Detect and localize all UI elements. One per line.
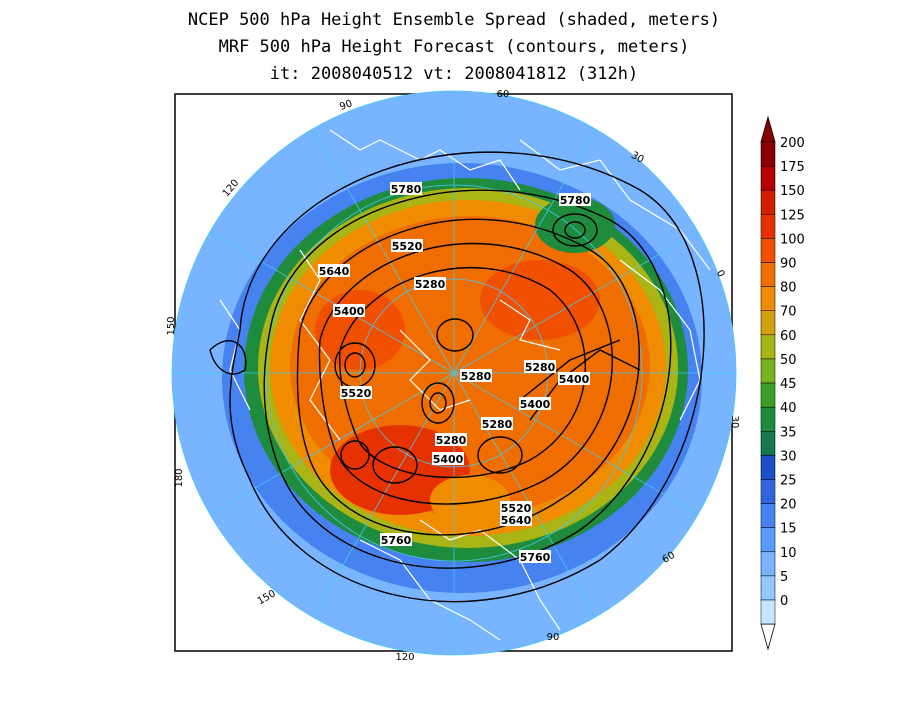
longitude-label: 30 bbox=[729, 416, 740, 429]
colorbar-label: 25 bbox=[780, 473, 797, 488]
svg-text:5760: 5760 bbox=[520, 551, 551, 564]
colorbar-label: 200 bbox=[780, 136, 805, 151]
colorbar-label: 20 bbox=[780, 498, 797, 513]
svg-text:5280: 5280 bbox=[436, 434, 467, 447]
colorbar-label: 40 bbox=[780, 401, 797, 416]
contour-label: 5400 bbox=[558, 372, 590, 386]
contour-label: 5280 bbox=[481, 417, 513, 431]
svg-text:5520: 5520 bbox=[501, 502, 532, 515]
colorbar-label: 70 bbox=[780, 305, 797, 320]
colorbar-label: 100 bbox=[780, 232, 805, 247]
colorbar-swatch bbox=[760, 165, 776, 191]
contour-label: 5640 bbox=[500, 513, 532, 527]
colorbar-swatch bbox=[760, 599, 776, 625]
colorbar-swatch bbox=[760, 406, 776, 432]
contour-label: 5400 bbox=[519, 397, 551, 411]
contour-label: 5280 bbox=[524, 360, 556, 374]
colorbar-swatch bbox=[760, 455, 776, 480]
colorbar-under-arrow bbox=[760, 623, 776, 651]
colorbar-swatch bbox=[760, 189, 776, 215]
svg-text:5520: 5520 bbox=[341, 387, 372, 400]
contour-label: 5520 bbox=[340, 386, 372, 400]
contour-label: 5400 bbox=[333, 304, 365, 318]
contour-label: 5400 bbox=[432, 452, 464, 466]
contour-label: 5280 bbox=[460, 369, 492, 383]
svg-text:5400: 5400 bbox=[520, 398, 551, 411]
svg-text:5400: 5400 bbox=[559, 373, 590, 386]
colorbar-swatch bbox=[760, 551, 776, 577]
svg-text:5280: 5280 bbox=[461, 370, 492, 383]
colorbar-swatch bbox=[760, 479, 776, 504]
longitude-label: 0 bbox=[714, 268, 727, 279]
colorbar-label: 10 bbox=[780, 546, 797, 561]
contour-label: 5780 bbox=[559, 193, 591, 207]
svg-text:5280: 5280 bbox=[525, 361, 556, 374]
colorbar-label: 125 bbox=[780, 208, 805, 223]
colorbar-swatch bbox=[760, 286, 776, 311]
contour-label: 5280 bbox=[435, 433, 467, 447]
colorbar-swatch bbox=[760, 310, 776, 336]
colorbar-swatch bbox=[760, 382, 776, 408]
svg-text:5780: 5780 bbox=[391, 183, 422, 196]
colorbar-swatch bbox=[760, 141, 776, 167]
longitude-label: 150 bbox=[166, 316, 177, 335]
longitude-label: 180 bbox=[174, 468, 185, 487]
contour-label: 5520 bbox=[500, 501, 532, 515]
svg-text:5640: 5640 bbox=[501, 514, 532, 527]
contour-label: 5520 bbox=[391, 239, 423, 253]
svg-text:5640: 5640 bbox=[319, 265, 350, 278]
title-line-1: NCEP 500 hPa Height Ensemble Spread (sha… bbox=[187, 10, 721, 30]
colorbar-swatch bbox=[760, 214, 776, 239]
colorbar-label: 150 bbox=[780, 184, 805, 199]
colorbar-swatch bbox=[760, 431, 776, 456]
height-contours bbox=[209, 151, 705, 603]
svg-text:5780: 5780 bbox=[560, 194, 591, 207]
svg-text:5280: 5280 bbox=[415, 278, 446, 291]
contour-labels: 5780578055205640528054005280540055205280… bbox=[318, 182, 591, 564]
svg-text:5520: 5520 bbox=[392, 240, 423, 253]
longitude-label: 60 bbox=[497, 89, 510, 100]
colorbar-label: 15 bbox=[780, 522, 797, 537]
svg-text:5760: 5760 bbox=[381, 534, 412, 547]
polar-disk-outline bbox=[171, 90, 737, 656]
colorbar-label: 175 bbox=[780, 160, 805, 175]
contour-label: 5760 bbox=[380, 533, 412, 547]
colorbar-swatch bbox=[760, 503, 776, 528]
colorbar-label: 5 bbox=[780, 570, 788, 585]
svg-text:5400: 5400 bbox=[433, 453, 464, 466]
colorbar-swatch bbox=[760, 575, 776, 601]
title-line-3: it: 2008040512 vt: 2008041812 (312h) bbox=[269, 64, 639, 84]
contour-label: 5280 bbox=[414, 277, 446, 291]
title-line-2: MRF 500 hPa Height Forecast (contours, m… bbox=[218, 37, 690, 57]
longitude-label: 90 bbox=[338, 98, 354, 113]
colorbar-swatch bbox=[760, 358, 776, 384]
colorbar-swatch bbox=[760, 262, 776, 287]
colorbar-label: 45 bbox=[780, 377, 797, 392]
colorbar-label: 60 bbox=[780, 329, 797, 344]
longitude-label: 90 bbox=[547, 632, 560, 643]
svg-text:5280: 5280 bbox=[482, 418, 513, 431]
colorbar-swatch bbox=[760, 238, 776, 263]
colorbar-label: 35 bbox=[780, 425, 797, 440]
colorbar-swatch bbox=[760, 527, 776, 553]
colorbar-label: 50 bbox=[780, 353, 797, 368]
longitude-label: 120 bbox=[395, 652, 414, 663]
colorbar-label: 30 bbox=[780, 449, 797, 464]
contour-label: 5640 bbox=[318, 264, 350, 278]
colorbar-label: 0 bbox=[780, 594, 788, 609]
contour-label: 5760 bbox=[519, 550, 551, 564]
colorbar-label: 90 bbox=[780, 257, 797, 272]
svg-text:5400: 5400 bbox=[334, 305, 365, 318]
colorbar-over-arrow bbox=[760, 115, 776, 143]
contour-label: 5780 bbox=[390, 182, 422, 196]
colorbar-label: 80 bbox=[780, 281, 797, 296]
colorbar-swatch bbox=[760, 334, 776, 360]
colorbar: 2001751501251009080706050454035302520151… bbox=[760, 115, 805, 651]
